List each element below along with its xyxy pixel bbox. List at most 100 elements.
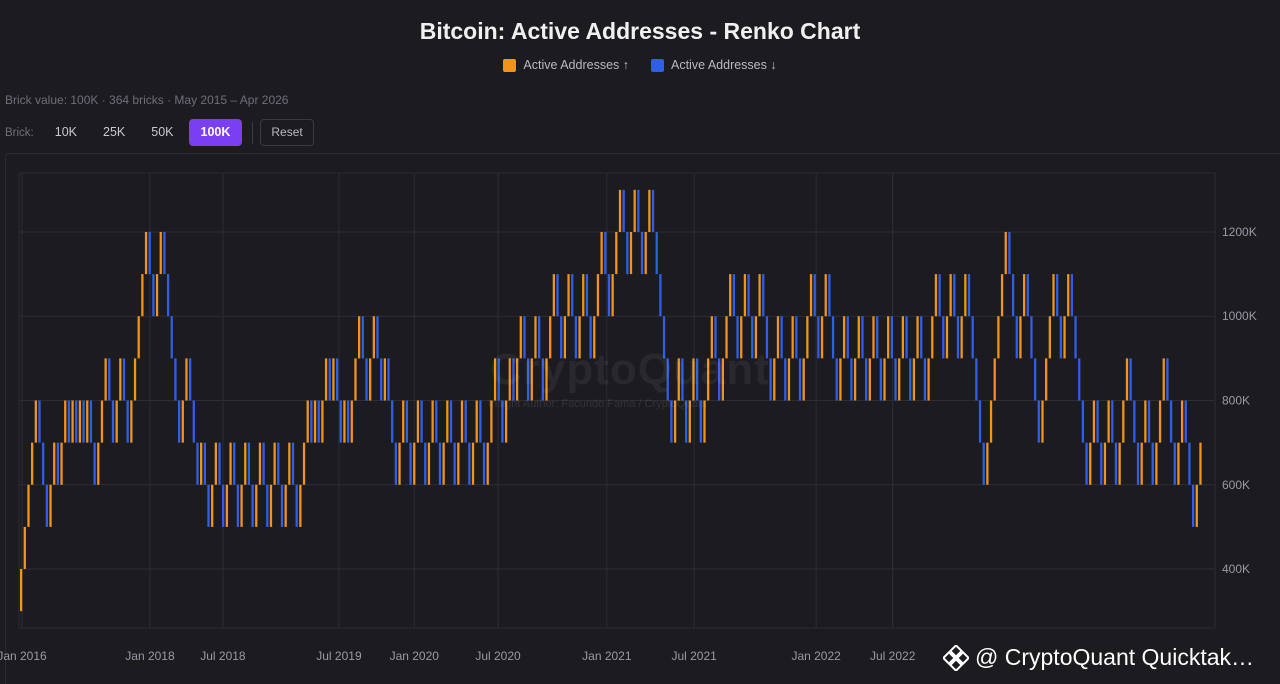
brick-up [200,442,203,485]
brick-up [993,358,996,401]
brick-up [776,316,780,359]
brick-up [383,358,386,401]
brick-up [707,358,710,401]
brick-down [556,274,559,317]
brick-down [978,400,982,443]
brick-down [192,400,195,443]
x-tick-label: Jan 2021 [582,649,632,663]
reset-button[interactable]: Reset [260,119,314,146]
brick-down [438,442,442,485]
brick-up [615,231,618,275]
brick-down [920,316,923,359]
brick-down [1078,358,1081,401]
brick-down [626,231,629,275]
brick-label: Brick: [5,126,34,139]
brick-option-25k[interactable]: 25K [103,125,126,139]
brick-up [519,316,522,359]
brick-option-100k[interactable]: 100K [188,119,243,146]
x-tick-label: Jul 2022 [870,649,916,663]
brick-up [806,316,809,359]
brick-down [890,316,893,359]
x-tick-label: Jan 2018 [125,649,175,663]
chart-title: Bitcoin: Active Addresses - Renko Chart [419,18,861,44]
brick-up [313,400,317,443]
controls-divider [252,121,254,144]
brick-down [817,316,820,359]
brick-down [971,316,974,359]
x-tick-label: Jan 2022 [791,649,841,663]
brick-up [673,400,677,443]
brick-up [1144,400,1147,443]
brick-up [115,400,118,443]
brick-up [299,484,302,527]
brick-down [163,231,166,275]
brick-down [262,442,265,485]
brick-down [589,316,592,359]
brick-up [159,231,162,275]
brick-up [284,484,287,527]
brick-up [1180,400,1184,443]
brick-up [1092,400,1096,443]
brick-down [585,274,589,317]
brick-down [468,442,471,485]
brick-up [872,316,875,359]
brick-down [122,358,126,401]
brick-up [427,442,431,485]
brick-down [387,358,390,401]
brick-up [457,442,460,485]
brick-up [181,400,184,443]
brick-down [218,442,221,485]
brick-down [523,316,526,359]
brick-up [868,358,871,401]
brick-down [1085,442,1088,485]
brick-up [633,189,636,232]
legend-swatch-up [503,58,517,72]
brick-down [732,274,736,317]
brick-down [1015,316,1018,359]
brick-down [982,442,985,485]
brick-up [104,358,107,401]
x-tick-label: Jul 2019 [316,649,362,663]
brick-up [27,484,30,527]
brick-up [1000,274,1004,317]
brick-up [809,274,813,317]
legend-item-down[interactable]: Active Addresses ↓ [651,58,777,72]
brick-down [236,484,240,527]
brick-up [853,358,857,401]
brick-down [666,358,669,401]
brick-down [637,189,640,232]
brick-down [622,189,625,232]
brick-down [1111,400,1114,443]
brick-up [802,358,805,401]
brick-option-50k[interactable]: 50K [151,125,174,139]
brick-down [747,274,750,317]
brick-down [1037,400,1040,443]
brick-up [754,316,758,359]
x-tick-label: Jul 2020 [475,649,521,663]
brick-down [953,274,956,317]
brick-up [773,358,776,401]
brick-up [372,316,375,359]
brick-down [938,274,941,317]
brick-controls: Brick: 10K 25K 50K 100K Reset [5,119,314,146]
brick-up [703,400,706,443]
brick-up [515,358,519,401]
brick-option-10k[interactable]: 10K [54,125,77,139]
brick-down [923,358,927,401]
legend-item-up[interactable]: Active Addresses ↑ [503,58,629,72]
brick-up [504,400,508,443]
brick-down [879,358,882,401]
brick-down [736,316,739,359]
brick-down [497,358,500,401]
brick-up [582,274,585,317]
brick-down [222,484,225,527]
brick-up [743,274,747,317]
brick-down [1188,442,1191,485]
legend-label-up: Active Addresses ↑ [523,58,629,72]
brick-up [931,316,934,359]
brick-up [912,358,916,401]
brick-up [302,442,306,485]
brick-up [1125,358,1129,401]
brick-up [1052,274,1055,317]
